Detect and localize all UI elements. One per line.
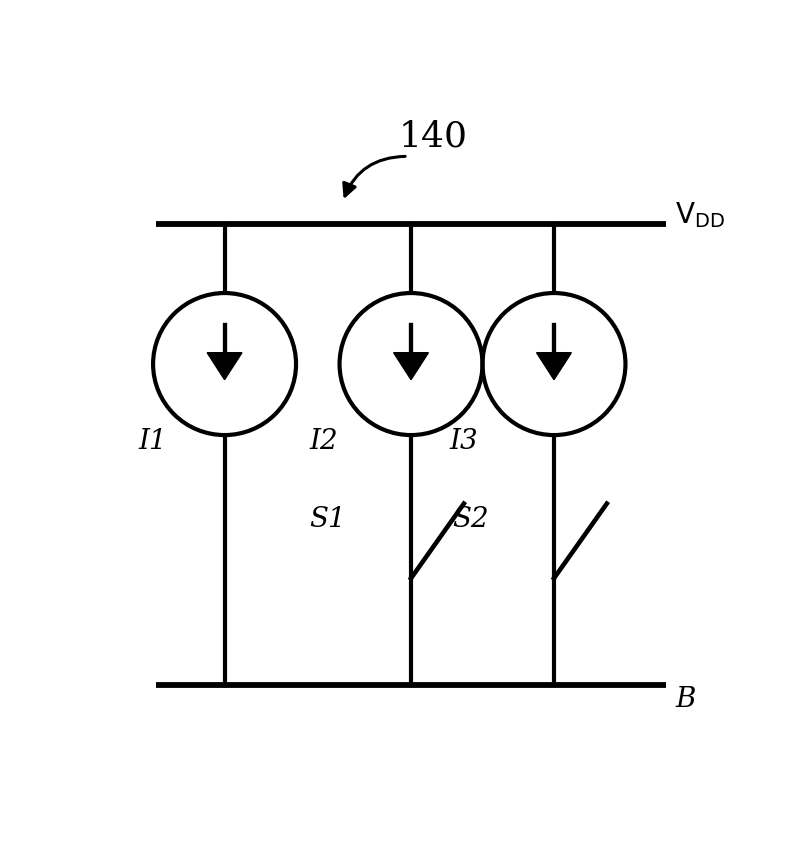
Polygon shape: [207, 352, 242, 379]
Polygon shape: [537, 352, 571, 379]
Text: I1: I1: [139, 428, 168, 455]
Text: B: B: [675, 686, 695, 713]
Text: I2: I2: [310, 428, 338, 455]
Text: $\mathrm{V_{DD}}$: $\mathrm{V_{DD}}$: [675, 200, 725, 229]
Text: I3: I3: [450, 428, 478, 455]
Polygon shape: [394, 352, 428, 379]
Text: 140: 140: [399, 120, 468, 154]
Text: S1: S1: [309, 507, 346, 534]
Text: S2: S2: [452, 507, 488, 534]
